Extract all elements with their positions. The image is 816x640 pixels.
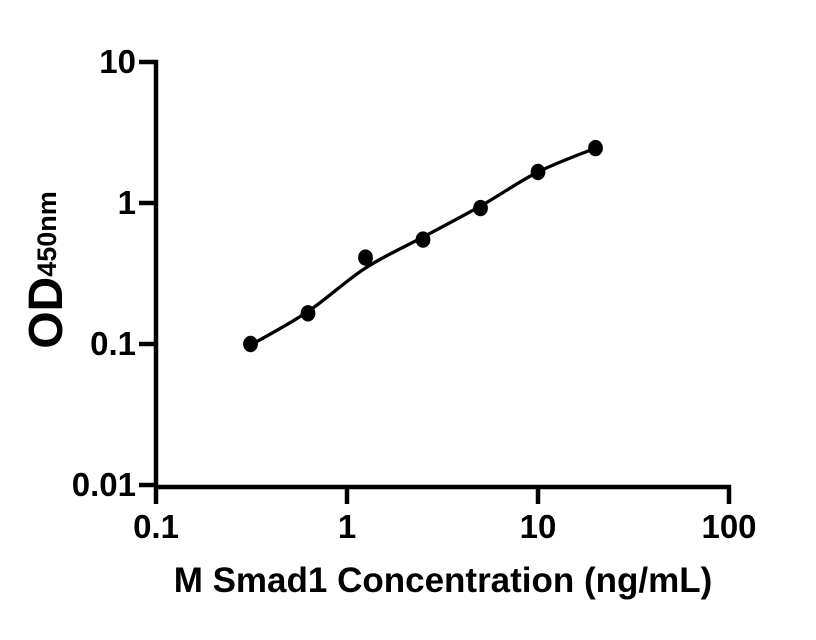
data-point-marker	[473, 199, 488, 217]
y-axis-title: OD 450nm	[20, 191, 73, 349]
x-tick-label-1: 1	[337, 508, 357, 545]
data-point-marker	[243, 335, 258, 353]
x-tick-label-0.1: 0.1	[133, 508, 179, 545]
data-point-marker	[530, 163, 546, 181]
x-axis-title: M Smad1 Concentration (ng/mL)	[173, 561, 713, 600]
data-point-marker	[358, 249, 373, 266]
x-tick-label-100: 100	[701, 508, 757, 545]
axis-path	[139, 59, 732, 504]
y-axis-title-subscript: 450nm	[31, 191, 62, 277]
y-tick-label-10: 10	[99, 43, 136, 80]
y-tick-label-0.01: 0.01	[71, 466, 136, 503]
data-points	[243, 139, 603, 353]
data-point-marker	[588, 139, 603, 157]
x-tick-label-10: 10	[519, 508, 557, 545]
y-tick-label-0.1: 0.1	[90, 325, 136, 362]
data-point-marker	[300, 305, 316, 322]
axes	[139, 59, 732, 504]
data-point-marker	[415, 231, 431, 248]
y-axis-title-main: OD	[20, 276, 73, 349]
y-tick-label-1: 1	[117, 184, 136, 221]
